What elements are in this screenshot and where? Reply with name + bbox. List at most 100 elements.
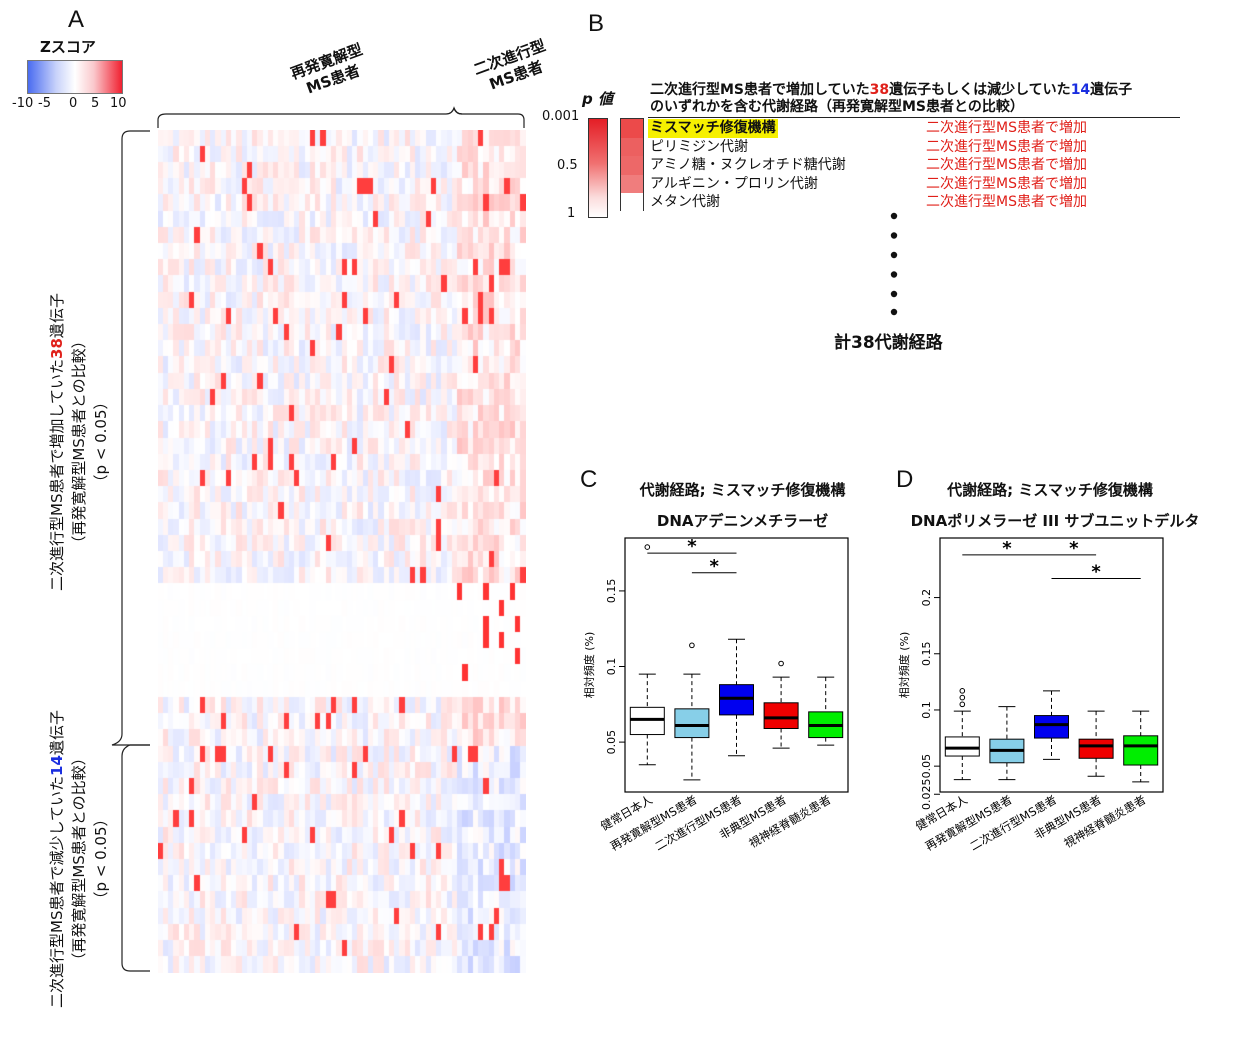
- panel-b-header-line1: 二次進行型MS患者で増加していた38遺伝子もしくは減少していた14遺伝子: [650, 82, 1132, 99]
- y-tick-label: 0.2: [920, 589, 933, 607]
- significance-star: *: [1091, 561, 1101, 582]
- label-text: 二次進行型MS患者で減少していた: [48, 775, 66, 1008]
- x-category-label: 視神経脊髄炎患者: [747, 792, 834, 850]
- panel-label-c: C: [580, 466, 598, 493]
- colorbar-ticks: -10 -5 0 5 10: [12, 96, 132, 114]
- pvalue-cell: [621, 193, 643, 212]
- colorbar-tick: -10: [12, 96, 34, 111]
- bracket-spms: [453, 107, 525, 128]
- row-label-up-line1: 二次進行型MS患者で増加していた38遺伝子: [46, 242, 68, 642]
- pathway-total: 計38代謝経路: [834, 333, 943, 353]
- y-axis-label: 相対頻度 (%): [897, 632, 911, 699]
- pathway-name: メタン代謝: [650, 194, 720, 210]
- y-tick-label: 0.15: [920, 642, 933, 667]
- plot-frame: [939, 537, 1164, 793]
- box: [674, 708, 710, 739]
- pvalue-strip: [620, 118, 644, 212]
- y-tick-label: 0.1: [920, 701, 933, 719]
- pathway-effect: 二次進行型MS患者で増加: [926, 138, 1087, 155]
- label-text: 二次進行型MS患者で増加していた: [48, 358, 66, 591]
- plot-frame: [624, 537, 849, 793]
- pvalue-tick: 1: [567, 206, 576, 221]
- colorbar-title: Zスコア: [40, 38, 96, 56]
- colorbar-tick: 5: [91, 96, 100, 111]
- pvalue-cell: [621, 174, 643, 193]
- panel-b-header-line2: のいずれかを含む代謝経路（再発寛解型MS患者との比較）: [650, 99, 1024, 115]
- pvalue-cell: [621, 156, 643, 175]
- chart-c-title: 代謝経路; ミスマッチ修復機構: [639, 481, 846, 499]
- y-axis-label: 相対頻度 (%): [582, 632, 596, 699]
- y-tick-label: 0.1: [605, 658, 618, 676]
- bracket-rrms: [157, 106, 463, 128]
- heatmap-brackets: [111, 106, 525, 972]
- row-label-up: 二次進行型MS患者で増加していた38遺伝子 （再発寛解型MS患者との比較） （p…: [46, 242, 118, 642]
- header-count-up: 38: [869, 82, 890, 98]
- pathway-row: ピリミジン代謝 二次進行型MS患者で増加: [648, 138, 1208, 157]
- row-label-down: 二次進行型MS患者で減少していた14遺伝子 （再発寛解型MS患者との比較） （p…: [46, 659, 118, 1059]
- bracket-up: [111, 130, 150, 746]
- outlier-point: [959, 688, 966, 694]
- chart-c-subtitle: DNAアデニンメチラーゼ: [656, 512, 829, 530]
- outlier-point: [959, 694, 966, 701]
- continuation-dots: [890, 212, 898, 316]
- header-text: 遺伝子もしくは減少していた: [889, 82, 1071, 98]
- pathway-row: メタン代謝 二次進行型MS患者で増加: [648, 193, 1208, 212]
- pathway-row: アミノ糖・ヌクレオチド糖代謝 二次進行型MS患者で増加: [648, 156, 1208, 175]
- pathway-name: ミスマッチ修復機構: [648, 119, 778, 138]
- ellipsis-dot: [890, 290, 898, 298]
- x-category-label: 視神経脊髄炎患者: [1062, 792, 1149, 850]
- pathway-effect: 二次進行型MS患者で増加: [926, 157, 1087, 173]
- box: [944, 736, 980, 757]
- pvalue-tick: 0.5: [557, 158, 578, 173]
- outlier-point: [644, 544, 651, 550]
- row-label-down-line2: （再発寛解型MS患者との比較）: [70, 750, 88, 968]
- panel-label-a: A: [68, 6, 85, 33]
- significance-star: *: [709, 556, 719, 577]
- y-tick-label: 0.05: [605, 730, 618, 755]
- colorbar-tick: 10: [110, 96, 127, 111]
- pathway-name: アミノ糖・ヌクレオチド糖代謝: [650, 157, 846, 173]
- ellipsis-dot: [890, 212, 898, 220]
- ellipsis-dot: [890, 251, 898, 259]
- pvalue-colorbar: [588, 118, 608, 218]
- label-text: 遺伝子: [48, 293, 66, 339]
- box: [1123, 735, 1159, 766]
- panel-b-header-rule: [648, 117, 1180, 118]
- pathway-row: アルギニン・プロリン代謝 二次進行型MS患者で増加: [648, 175, 1208, 194]
- ellipsis-dot: [890, 308, 898, 316]
- pathway-effect: 二次進行型MS患者で増加: [926, 194, 1087, 210]
- ellipsis-dot: [890, 271, 898, 278]
- label-count-up: 38: [48, 338, 66, 359]
- heatmap: [158, 130, 526, 973]
- pathway-name: ピリミジン代謝: [650, 138, 748, 155]
- colorbar-tick: 0: [69, 96, 78, 111]
- ellipsis-dot: [890, 232, 898, 239]
- pvalue-title: p 値: [582, 88, 613, 109]
- bracket-down: [121, 744, 150, 972]
- significance-star: *: [1002, 538, 1012, 559]
- y-tick-label: 0.05: [920, 754, 933, 779]
- row-label-down-line1: 二次進行型MS患者で減少していた14遺伝子: [46, 659, 68, 1059]
- box: [763, 702, 799, 730]
- header-text: 遺伝子: [1090, 82, 1133, 98]
- y-tick-label: 0.025: [920, 778, 933, 810]
- row-label-down-line3: （p < 0.05）: [92, 811, 110, 907]
- panel-label-d: D: [896, 466, 914, 493]
- pvalue-cell: [621, 119, 643, 138]
- outlier-point: [689, 642, 695, 649]
- pvalue-cell: [621, 137, 643, 156]
- label-count-down: 14: [48, 755, 66, 776]
- box: [719, 684, 754, 716]
- colorbar-tick: -5: [38, 96, 51, 111]
- colorbar: [27, 60, 123, 94]
- chart-d-subtitle: DNAポリメラーゼ III サブユニットデルタ: [910, 512, 1200, 530]
- pathway-effect: 二次進行型MS患者で増加: [926, 120, 1087, 136]
- pathway-row: ミスマッチ修復機構 二次進行型MS患者で増加: [648, 119, 1208, 138]
- row-label-up-line2: （再発寛解型MS患者との比較）: [70, 333, 88, 551]
- label-text: 遺伝子: [48, 710, 66, 756]
- chart-d-title: 代謝経路; ミスマッチ修復機構: [947, 481, 1153, 499]
- box: [1078, 738, 1114, 759]
- pvalue-strip-cells: [621, 119, 643, 212]
